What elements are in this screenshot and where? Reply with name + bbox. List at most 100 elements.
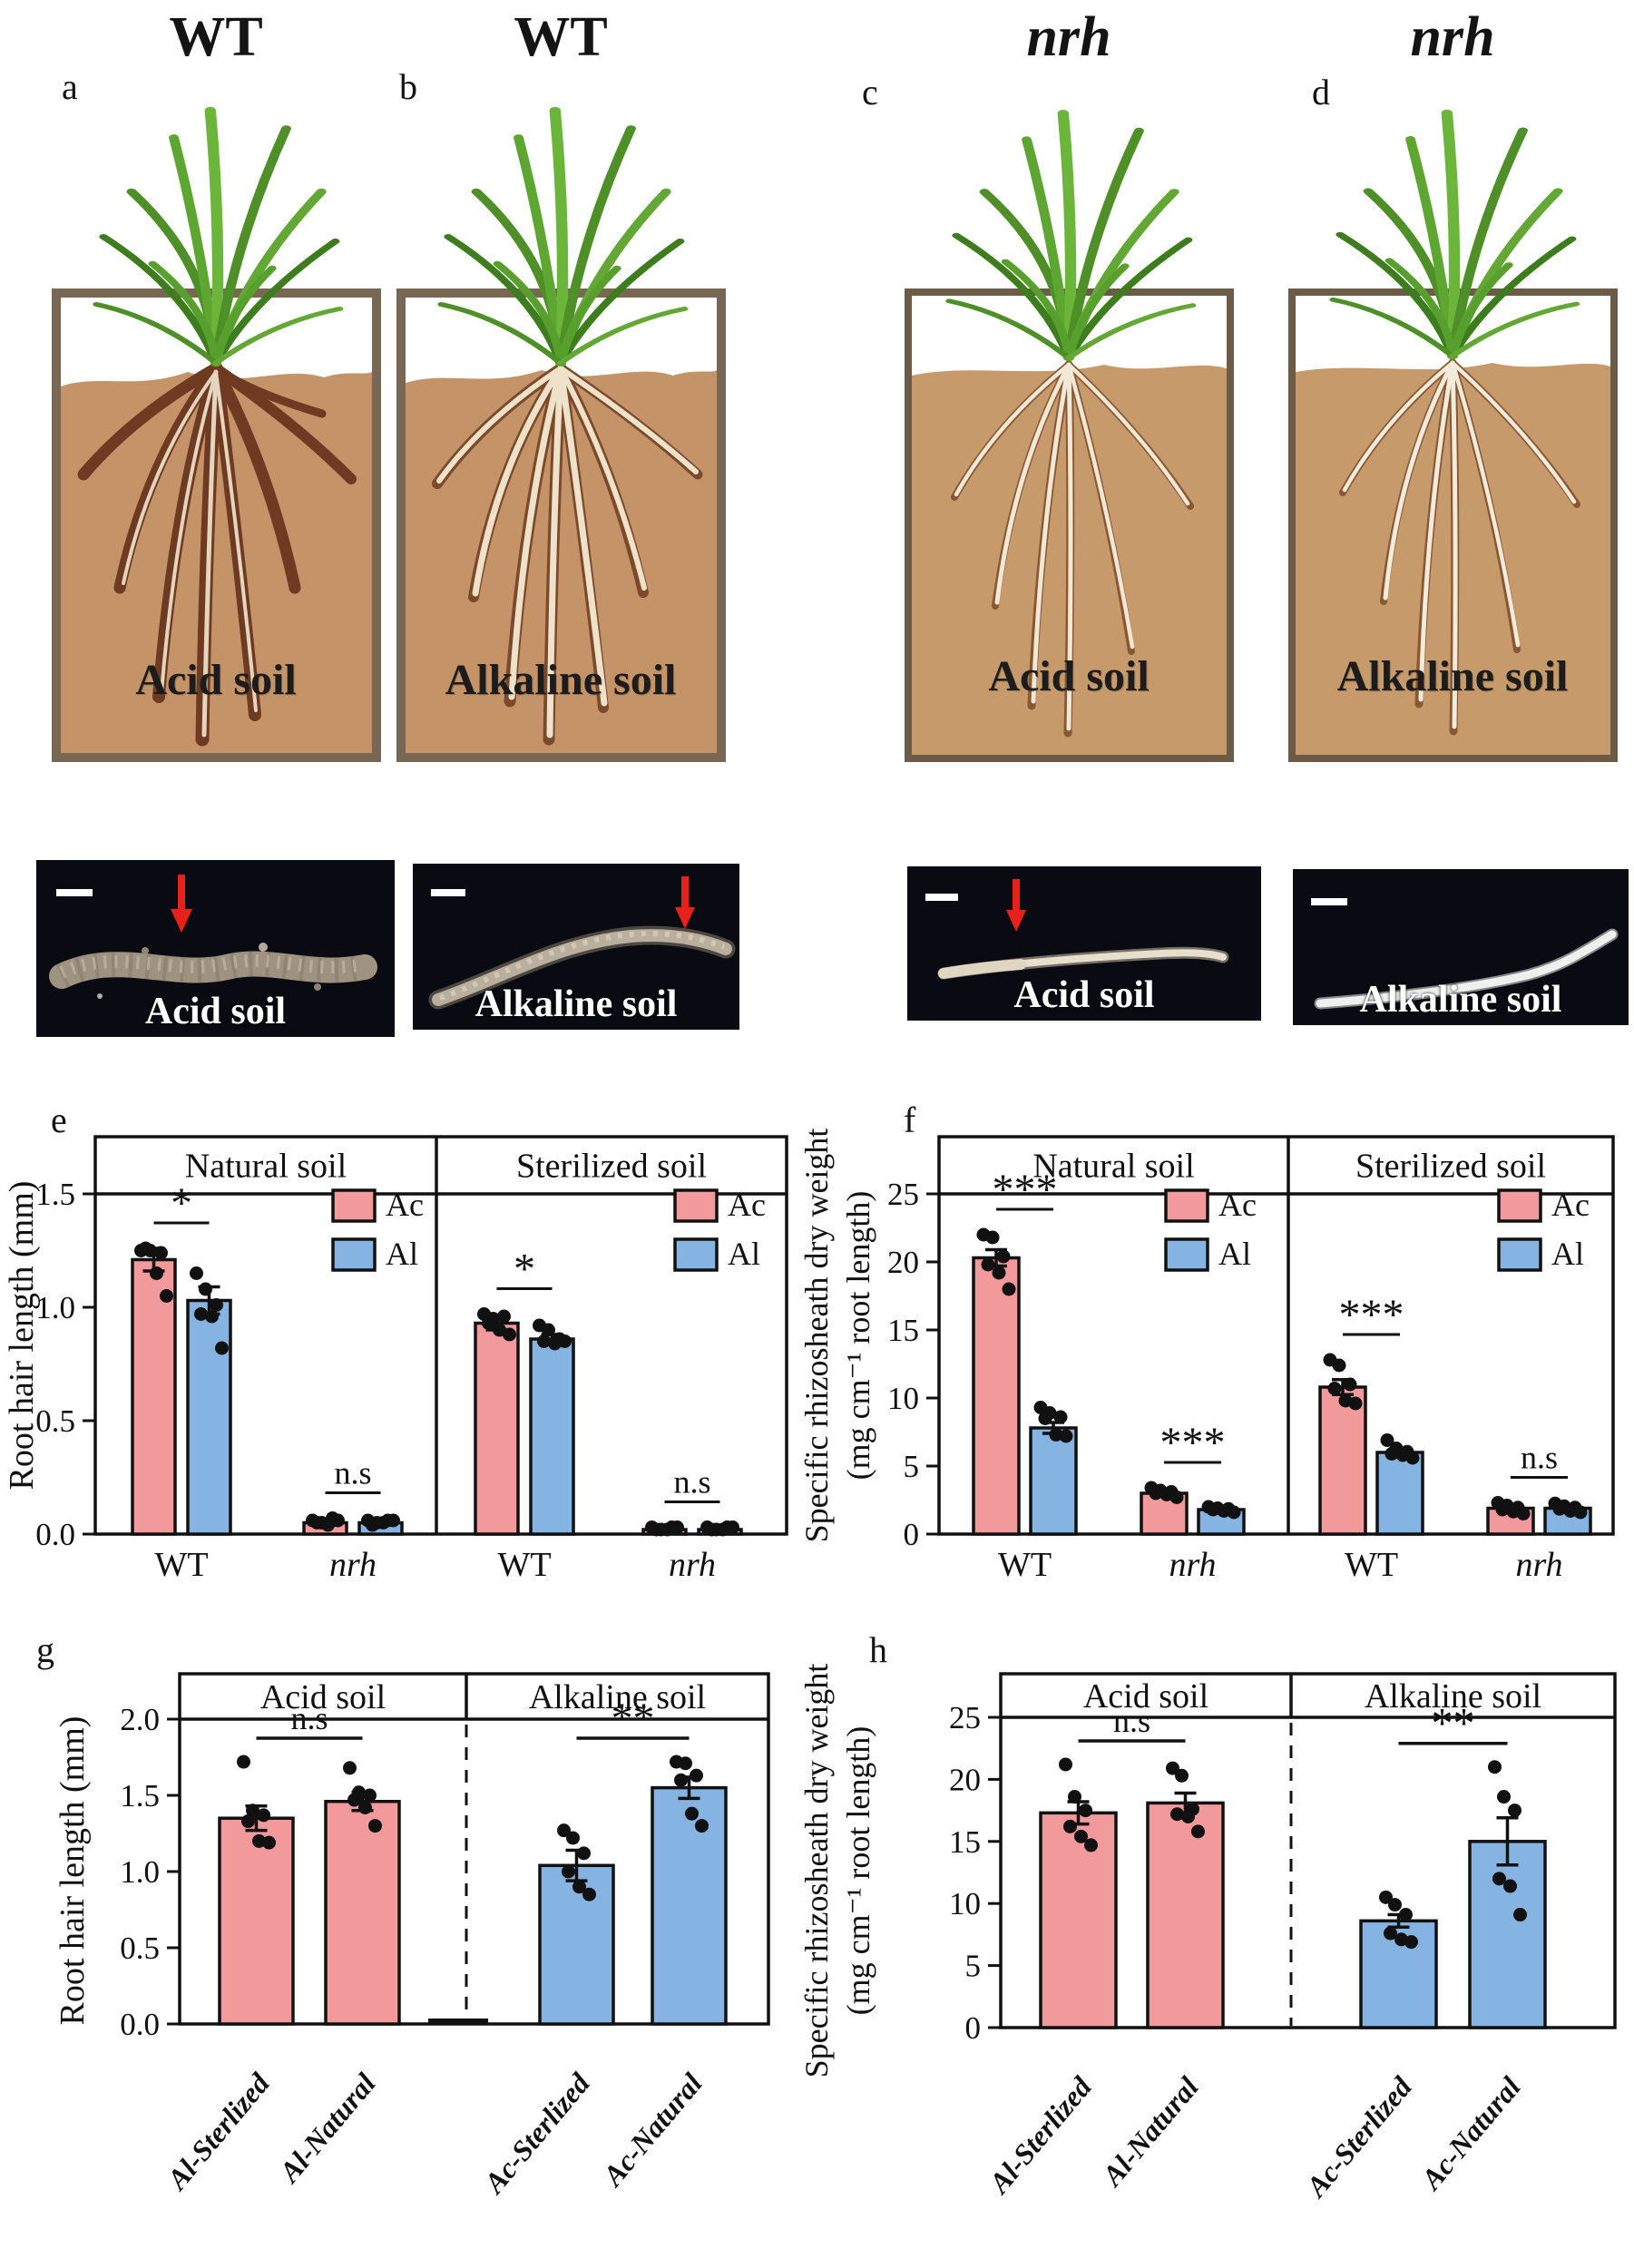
red-arrow-icon bbox=[675, 876, 695, 929]
scale-bar bbox=[1311, 898, 1347, 905]
panel-header: Alkaline soil bbox=[1365, 1677, 1541, 1716]
panel-letter-c: c bbox=[862, 72, 878, 112]
y-tick-label: 1.5 bbox=[35, 1177, 75, 1212]
x-category-label: Ac-Sterlized bbox=[476, 2067, 596, 2201]
panel-header: Sterilized soil bbox=[516, 1148, 707, 1186]
soil-box-label-a: Acid soil bbox=[135, 656, 297, 704]
data-point bbox=[241, 1814, 255, 1829]
bar-Al-Natural-Ac bbox=[324, 1799, 401, 2026]
data-point bbox=[1191, 1824, 1205, 1839]
data-point bbox=[497, 1309, 511, 1324]
photo-label-d: Alkaline soil bbox=[1359, 979, 1562, 1021]
y-axis-label: Specific rhizosheath dry weight bbox=[798, 1129, 835, 1543]
data-point bbox=[690, 1768, 703, 1783]
data-point bbox=[1059, 1429, 1073, 1443]
significance-label: * bbox=[171, 1179, 192, 1227]
data-point bbox=[981, 1257, 995, 1272]
y-tick-label: 15 bbox=[887, 1313, 919, 1348]
scale-bar bbox=[431, 889, 465, 896]
panel-header: Natural soil bbox=[185, 1148, 347, 1186]
significance-label: ** bbox=[612, 1695, 655, 1743]
y-axis-label: Specific rhizosheath dry weight bbox=[798, 1664, 835, 2078]
legend-label: Al bbox=[1551, 1236, 1584, 1272]
data-point bbox=[1217, 1504, 1231, 1518]
panel-letter-a: a bbox=[62, 66, 78, 107]
data-point bbox=[252, 1833, 266, 1848]
scale-bar bbox=[56, 889, 93, 896]
data-point bbox=[685, 1806, 699, 1821]
y-axis-label: Root hair length (mm) bbox=[54, 1716, 92, 2026]
data-point bbox=[566, 1831, 580, 1845]
data-point bbox=[237, 1755, 250, 1769]
significance-label: * bbox=[514, 1246, 535, 1294]
rhizosheath-root bbox=[49, 943, 377, 999]
y-tick-label: 25 bbox=[887, 1177, 919, 1212]
data-point bbox=[1166, 1761, 1179, 1775]
significance-label: n.s bbox=[673, 1464, 710, 1501]
significance-label: *** bbox=[993, 1166, 1058, 1214]
panel-header: Sterilized soil bbox=[1355, 1148, 1546, 1186]
root-photo-b: Alkaline soil bbox=[413, 864, 739, 1030]
soil-fill bbox=[61, 372, 372, 753]
bar-Al-Sterlized-Ac bbox=[1039, 1811, 1118, 2029]
data-point bbox=[246, 1804, 259, 1818]
data-point bbox=[1573, 1505, 1588, 1520]
y-tick-label: 1.0 bbox=[35, 1290, 75, 1325]
panel-header: Acid soil bbox=[260, 1678, 386, 1716]
x-category-label: Al-Natural bbox=[1094, 2070, 1205, 2193]
soil-box-a bbox=[52, 288, 381, 762]
bar-Ac-Natural-Al bbox=[1468, 1840, 1547, 2029]
panel-letter-g: g bbox=[36, 1629, 54, 1670]
bar-WT-Al bbox=[1029, 1426, 1078, 1536]
panel-header: Alkaline soil bbox=[529, 1678, 706, 1716]
data-point bbox=[1181, 1809, 1195, 1823]
y-tick-label: 1.0 bbox=[120, 1854, 160, 1890]
data-point bbox=[160, 1289, 173, 1303]
legend-swatch-Ac bbox=[1164, 1188, 1209, 1223]
y-tick-label: 5 bbox=[965, 1949, 982, 1984]
data-point bbox=[1492, 1872, 1506, 1886]
y-tick-label: 20 bbox=[949, 1762, 981, 1797]
significance-label: n.s bbox=[1113, 1703, 1150, 1739]
x-category-label: WT bbox=[998, 1546, 1052, 1584]
red-arrow-icon bbox=[171, 875, 192, 933]
y-axis-label: (mg cm⁻¹ root length) bbox=[840, 1191, 876, 1481]
data-point bbox=[1074, 1829, 1088, 1843]
data-point bbox=[190, 1266, 203, 1280]
data-point bbox=[1059, 1757, 1072, 1772]
data-point bbox=[679, 1756, 692, 1771]
data-point bbox=[366, 1518, 379, 1532]
soil-box-label-b: Alkaline soil bbox=[445, 656, 677, 704]
panel-letter-d: d bbox=[1312, 72, 1330, 112]
roots-illustration-thin bbox=[951, 360, 1194, 738]
x-category-label: nrh bbox=[669, 1546, 716, 1584]
legend-label: Al bbox=[386, 1236, 418, 1272]
x-category-label: WT bbox=[1345, 1546, 1398, 1584]
data-point bbox=[985, 1230, 1000, 1245]
bar-WT-Al bbox=[529, 1337, 575, 1536]
significance-label: n.s bbox=[290, 1700, 328, 1736]
data-point bbox=[194, 1307, 208, 1321]
bar-WT-Al bbox=[186, 1298, 232, 1536]
plot-box bbox=[937, 1135, 1615, 1536]
legend-label: Ac bbox=[728, 1187, 766, 1223]
bar-WT-Ac bbox=[972, 1256, 1021, 1536]
data-point bbox=[1227, 1505, 1241, 1520]
y-axis-label: (mg cm⁻¹ root length) bbox=[840, 1726, 876, 2016]
legend-label: Ac bbox=[1218, 1187, 1257, 1223]
x-category-label: Al-Natural bbox=[271, 2067, 382, 2189]
y-tick-label: 10 bbox=[887, 1381, 919, 1416]
panel-letter-h: h bbox=[869, 1629, 887, 1670]
x-category-label: nrh bbox=[1169, 1546, 1216, 1584]
data-point bbox=[557, 1823, 571, 1838]
data-point bbox=[262, 1835, 276, 1850]
soil-box-label-d: Alkaline soil bbox=[1336, 652, 1569, 700]
x-category-label: Al-Sterlized bbox=[160, 2067, 277, 2197]
x-category-label: WT bbox=[497, 1546, 551, 1584]
soil-box-c bbox=[905, 288, 1234, 762]
bar-Ac-Natural-Al bbox=[651, 1785, 728, 2026]
data-point bbox=[1063, 1819, 1077, 1833]
y-tick-label: 10 bbox=[949, 1886, 981, 1921]
roots-illustration-light bbox=[432, 362, 703, 746]
y-tick-label: 5 bbox=[904, 1449, 920, 1484]
